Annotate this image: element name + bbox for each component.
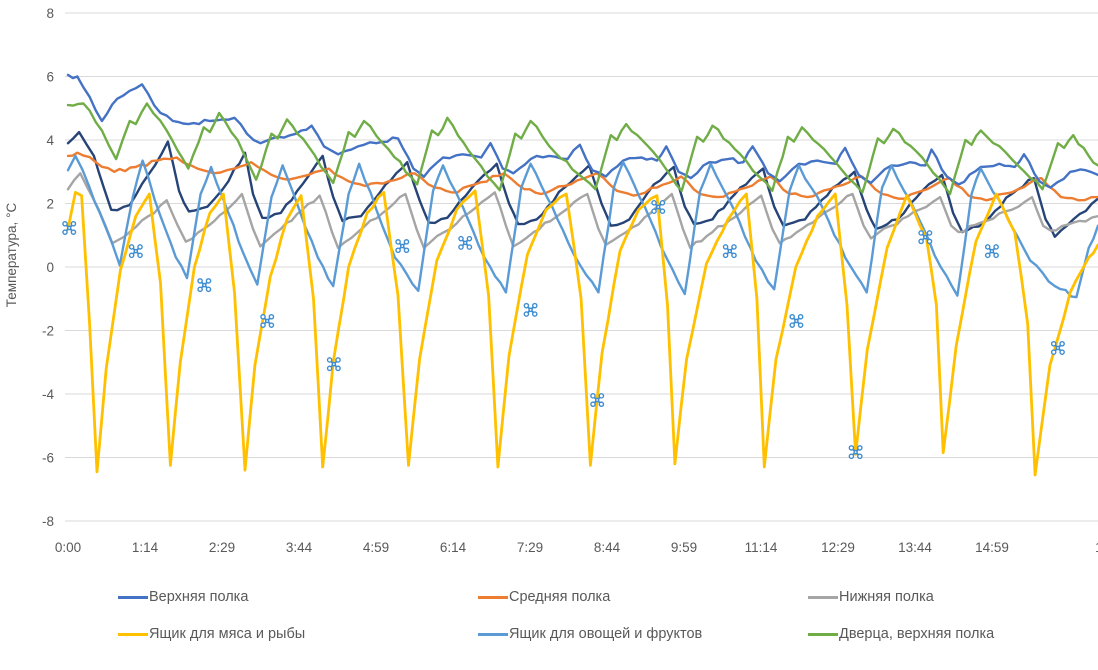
x-tick-label: 11:14 — [745, 540, 778, 555]
legend-label: Дверца, верхняя полка — [839, 626, 995, 642]
y-tick-label: -6 — [42, 451, 54, 466]
x-tick-label: 14:59 — [975, 540, 1009, 555]
event-x-marker[interactable] — [651, 199, 666, 214]
legend-label: Средняя полка — [509, 589, 611, 605]
x-tick-label: 0:00 — [55, 540, 81, 555]
x-tick-label: 1:14 — [132, 540, 159, 555]
legend-item-upper-shelf[interactable]: Верхняя полка — [118, 588, 248, 606]
x-tick-label: 8:44 — [594, 540, 621, 555]
legend-swatch-upper-shelf — [118, 595, 148, 599]
x-tick-label: 6:14 — [440, 540, 467, 555]
legend-label: Нижняя полка — [839, 589, 934, 605]
legend-item-middle-shelf[interactable]: Средняя полка — [478, 588, 610, 606]
y-tick-label: -2 — [42, 324, 54, 339]
series-line-2[interactable] — [66, 172, 1098, 250]
event-x-marker[interactable] — [789, 313, 804, 328]
event-x-marker[interactable] — [197, 278, 212, 293]
y-tick-label: 8 — [46, 6, 54, 21]
series-line-5[interactable] — [66, 102, 1098, 196]
x-tick-label: 13:44 — [898, 540, 932, 555]
event-x-marker[interactable] — [590, 393, 605, 408]
legend-item-lower-shelf[interactable]: Нижняя полка — [808, 588, 934, 606]
y-axis-title: Температура, °C — [4, 203, 19, 308]
event-x-marker[interactable] — [458, 235, 473, 250]
legend-item-door-top-shelf[interactable]: Дверца, верхняя полка — [808, 625, 994, 643]
x-tick-label: 7:29 — [517, 540, 543, 555]
y-tick-label: 0 — [46, 260, 54, 275]
y-tick-label: 2 — [46, 197, 54, 212]
legend-swatch-lower-shelf — [808, 595, 838, 599]
event-x-marker[interactable] — [984, 244, 999, 259]
y-tick-label: -8 — [42, 514, 54, 529]
y-tick-label: -4 — [42, 387, 54, 402]
event-x-marker[interactable] — [395, 239, 410, 254]
y-tick-label: 6 — [46, 70, 54, 85]
legend-label: Ящик для овощей и фруктов — [509, 626, 703, 642]
y-tick-label: 4 — [46, 133, 54, 148]
legend-item-vegetable-drawer[interactable]: Ящик для овощей и фруктов — [478, 625, 702, 643]
x-tick-label: 2:29 — [209, 540, 235, 555]
event-x-marker[interactable] — [326, 357, 341, 372]
event-x-marker[interactable] — [722, 244, 737, 259]
series-line-3[interactable] — [66, 189, 1098, 477]
series-line-0[interactable] — [66, 73, 1098, 189]
series-line-6[interactable] — [66, 130, 1098, 238]
event-x-marker[interactable] — [848, 445, 863, 460]
x-tick-label: 3:44 — [286, 540, 313, 555]
x-tick-label: 12:29 — [821, 540, 855, 555]
x-tick-label: 16:14 — [1095, 540, 1098, 555]
legend-label: Ящик для мяса и рыбы — [149, 626, 306, 642]
series-line-4[interactable] — [66, 154, 1098, 299]
event-x-marker[interactable] — [128, 244, 143, 259]
legend-item-meat-fish-drawer[interactable]: Ящик для мяса и рыбы — [118, 625, 305, 643]
x-tick-label: 4:59 — [363, 540, 389, 555]
event-x-marker[interactable] — [1050, 340, 1065, 355]
legend-label: Верхняя полка — [149, 589, 249, 605]
legend-swatch-meat-fish-drawer — [118, 632, 148, 636]
legend-swatch-door-top-shelf — [808, 632, 838, 636]
legend-swatch-middle-shelf — [478, 595, 508, 599]
legend-swatch-vegetable-drawer — [478, 632, 508, 636]
event-x-marker[interactable] — [523, 302, 538, 317]
x-tick-label: 9:59 — [671, 540, 697, 555]
event-x-marker[interactable] — [918, 230, 933, 245]
event-x-marker[interactable] — [260, 313, 275, 328]
event-x-marker[interactable] — [62, 220, 77, 235]
